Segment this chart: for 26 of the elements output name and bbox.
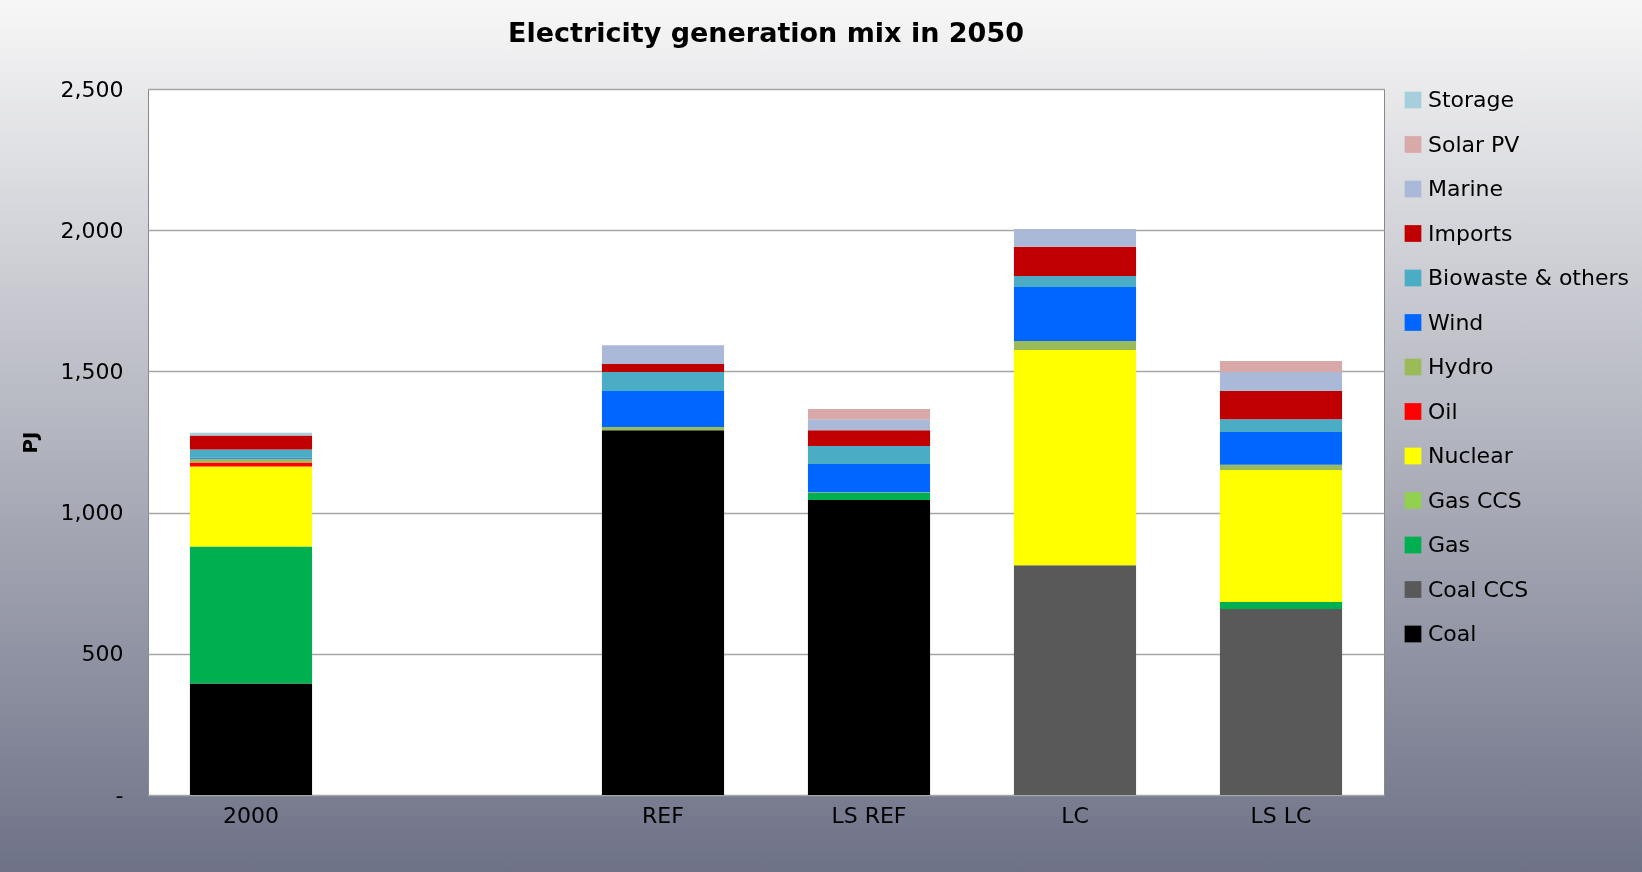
- chart-title: Electricity generation mix in 2050: [508, 17, 1024, 48]
- legend-label: Solar PV: [1428, 131, 1520, 157]
- x-tick-label: LS REF: [831, 802, 907, 828]
- legend-label: Coal CCS: [1428, 576, 1529, 602]
- legend-label: Marine: [1428, 176, 1504, 201]
- legend-label: Gas: [1428, 532, 1470, 557]
- x-tick-label: LS LC: [1250, 802, 1312, 828]
- y-tick-label: 1,000: [60, 500, 124, 526]
- legend-label: Biowaste & others: [1428, 265, 1629, 290]
- y-tick-label: 2,500: [60, 76, 124, 102]
- legend-label: Coal: [1428, 621, 1477, 646]
- y-axis-title: PJ: [17, 431, 42, 454]
- legend-label: Wind: [1428, 309, 1484, 335]
- x-tick-label: REF: [642, 802, 684, 828]
- legend-label: Hydro: [1428, 354, 1494, 379]
- x-tick-label: LC: [1061, 802, 1089, 828]
- legend-label: Imports: [1428, 220, 1513, 246]
- y-tick-label: 1,500: [60, 358, 124, 384]
- y-tick-label: 500: [81, 641, 124, 667]
- legend-label: Storage: [1428, 87, 1515, 112]
- legend-label: Nuclear: [1428, 443, 1514, 468]
- y-tick-label: 2,000: [60, 217, 124, 243]
- legend-label: Oil: [1428, 398, 1458, 424]
- legend-label: Gas CCS: [1428, 487, 1522, 513]
- x-tick-label: 2000: [223, 802, 279, 828]
- y-tick-label: -: [115, 782, 124, 808]
